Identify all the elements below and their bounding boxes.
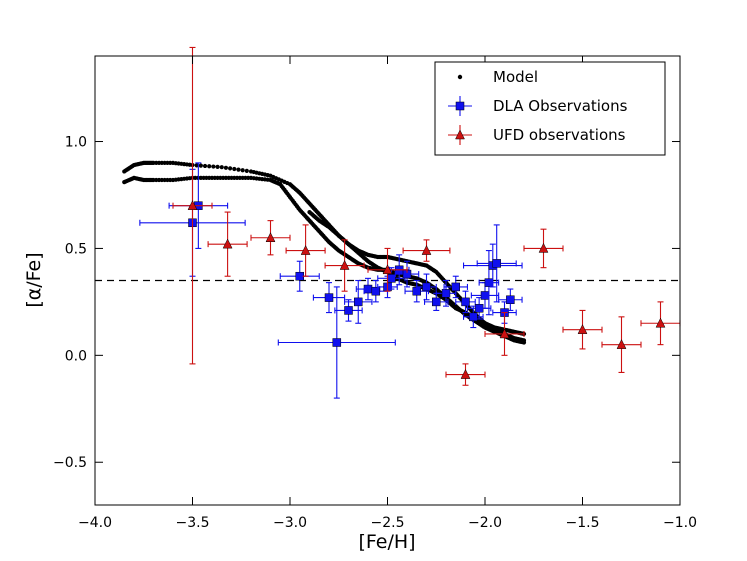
dla-point	[469, 312, 478, 322]
legend-symbol-model	[457, 74, 463, 80]
x-tick-label: −2.0	[468, 515, 502, 531]
dla-point	[363, 284, 373, 294]
model-point	[244, 168, 249, 173]
legend-symbol-ufd	[455, 129, 465, 140]
x-tick-label: −3.0	[273, 515, 307, 531]
model-point	[198, 163, 203, 168]
dla-point	[371, 286, 381, 296]
ufd-point	[187, 200, 198, 210]
ufd-point	[222, 238, 233, 249]
x-axis-label: [Fe/H]	[358, 531, 415, 553]
model-point	[236, 167, 241, 172]
x-tick-label: −1.0	[663, 515, 697, 531]
model-point	[521, 340, 527, 345]
dla-point	[332, 338, 342, 347]
dla-point	[344, 306, 353, 315]
dla-point	[492, 259, 501, 268]
model-point	[207, 164, 212, 169]
legend-label-model: Model	[493, 68, 538, 86]
y-tick-label: 0.0	[65, 348, 87, 364]
model-point	[240, 168, 245, 173]
ufd-point	[339, 259, 350, 270]
model-point	[223, 165, 229, 170]
legend-symbol-dla	[455, 101, 465, 111]
y-tick-label: 0.5	[65, 241, 87, 257]
plot-frame	[94, 55, 681, 506]
dla-point	[387, 274, 396, 283]
ufd-point	[655, 317, 666, 328]
y-axis-label: [α/Fe]	[23, 252, 45, 307]
dla-point	[461, 297, 470, 307]
ufd-point	[538, 242, 549, 253]
dla-point	[474, 304, 484, 313]
dla-point	[295, 271, 304, 281]
x-tick-label: −4.0	[78, 515, 112, 531]
ufd-point	[265, 232, 276, 242]
dla-point	[506, 295, 515, 304]
ufd-point	[616, 339, 627, 349]
model-point	[211, 164, 216, 169]
dla-point	[441, 289, 451, 298]
ufd-point	[499, 328, 510, 339]
dla-point	[422, 282, 431, 292]
legend-label-ufd: UFD observations	[493, 126, 626, 144]
x-tick-label: −1.5	[566, 515, 600, 531]
dla-point	[484, 278, 494, 287]
model-point	[232, 166, 237, 172]
model-point	[228, 166, 233, 171]
model-point	[202, 163, 208, 169]
ufd-point	[382, 264, 393, 275]
dla-point	[354, 297, 363, 307]
legend-box	[434, 61, 666, 156]
ufd-point	[300, 245, 311, 255]
legend-label-dla: DLA Observations	[493, 97, 628, 115]
dla-point	[324, 293, 334, 302]
y-tick-label: −0.5	[53, 455, 87, 471]
model-point	[194, 163, 199, 168]
dla-point	[480, 291, 490, 300]
x-tick-label: −2.5	[371, 515, 405, 531]
ufd-point	[460, 369, 471, 379]
dla-point	[451, 282, 460, 292]
y-tick-label: 1.0	[65, 135, 87, 151]
ufd-point	[421, 245, 432, 255]
x-tick-label: −3.5	[176, 515, 210, 531]
model-point	[219, 165, 224, 170]
ufd-point	[577, 324, 588, 334]
legend: Model DLA Observations UFD observations	[434, 61, 666, 156]
dla-point	[432, 297, 441, 307]
model-point	[215, 164, 220, 169]
